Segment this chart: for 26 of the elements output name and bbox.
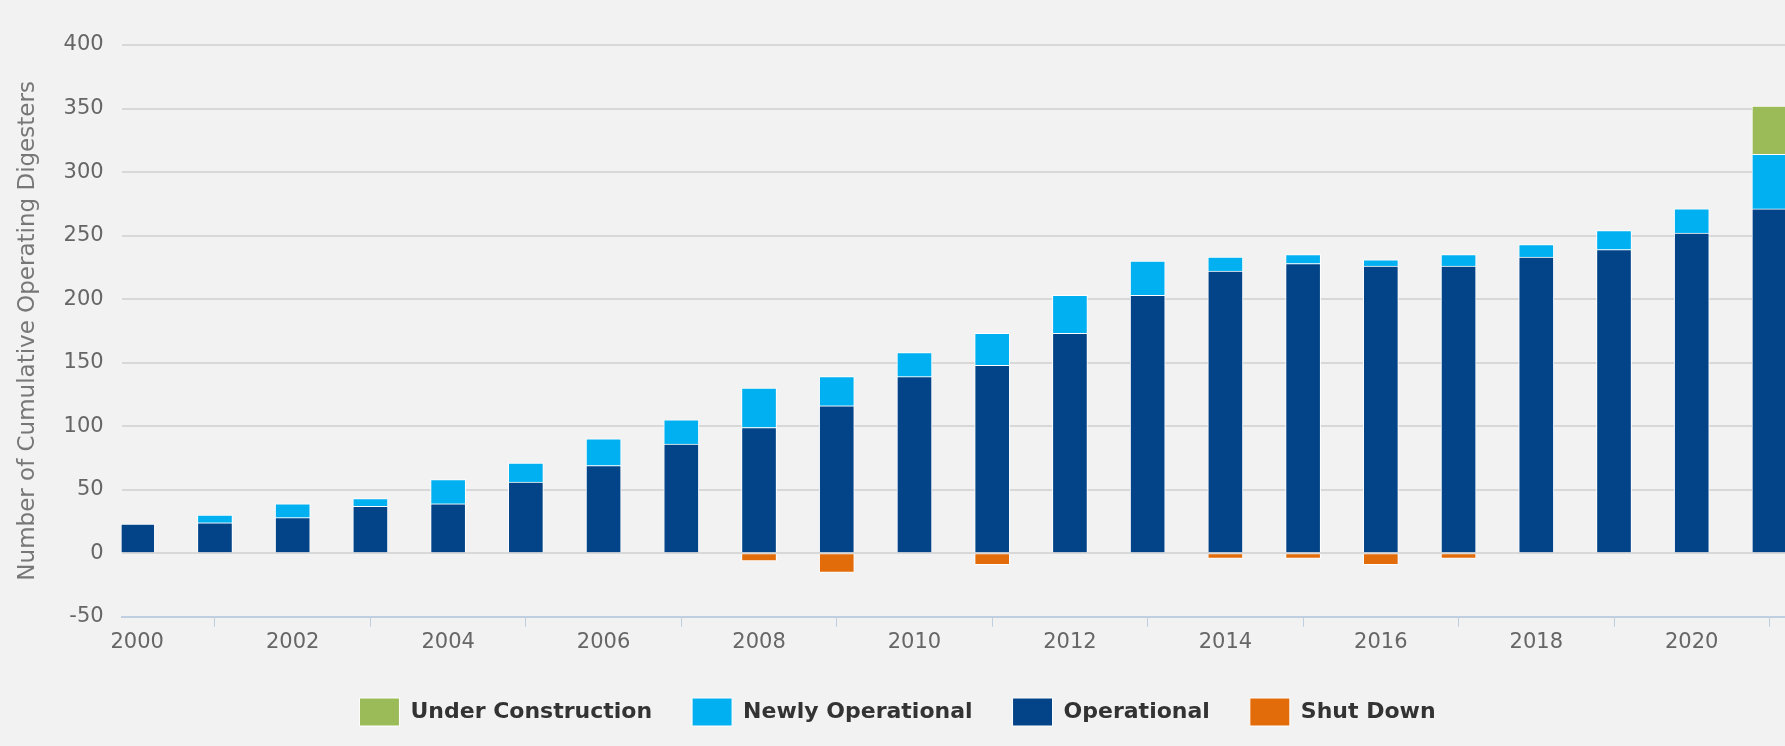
x-tick-label: 2018 (1509, 628, 1564, 653)
y-tick-label: 350 (63, 94, 104, 119)
y-tick-label: 300 (63, 158, 104, 183)
legend-label: Under Construction (410, 697, 653, 723)
y-tick-label: -50 (69, 603, 104, 628)
legend-label: Newly Operational (743, 697, 973, 723)
x-tick-label: 2000 (110, 628, 164, 653)
y-tick-label: 50 (76, 476, 104, 501)
y-tick-label: 250 (63, 222, 104, 247)
x-tick-label: 2002 (265, 628, 320, 653)
legend-label: Operational (1063, 697, 1210, 723)
x-tick-label: 2020 (1665, 628, 1719, 653)
x-tick-label: 2006 (576, 628, 631, 653)
y-tick-label: 100 (63, 412, 104, 437)
x-tick-label: 2012 (1043, 628, 1097, 653)
y-tick-label: 150 (63, 349, 104, 374)
y-axis-title: Number of Cumulative Operating Digesters (12, 81, 39, 581)
legend-label: Shut Down (1300, 697, 1436, 723)
y-tick-label: 400 (63, 31, 104, 56)
y-tick-label: 200 (63, 285, 104, 310)
x-tick-label: 2004 (421, 628, 475, 653)
x-tick-label: 2008 (732, 628, 786, 653)
y-tick-label: 0 (90, 539, 104, 564)
x-tick-label: 2016 (1354, 628, 1408, 653)
x-tick-label: 2014 (1198, 628, 1253, 653)
x-tick-label: 2010 (887, 628, 942, 653)
